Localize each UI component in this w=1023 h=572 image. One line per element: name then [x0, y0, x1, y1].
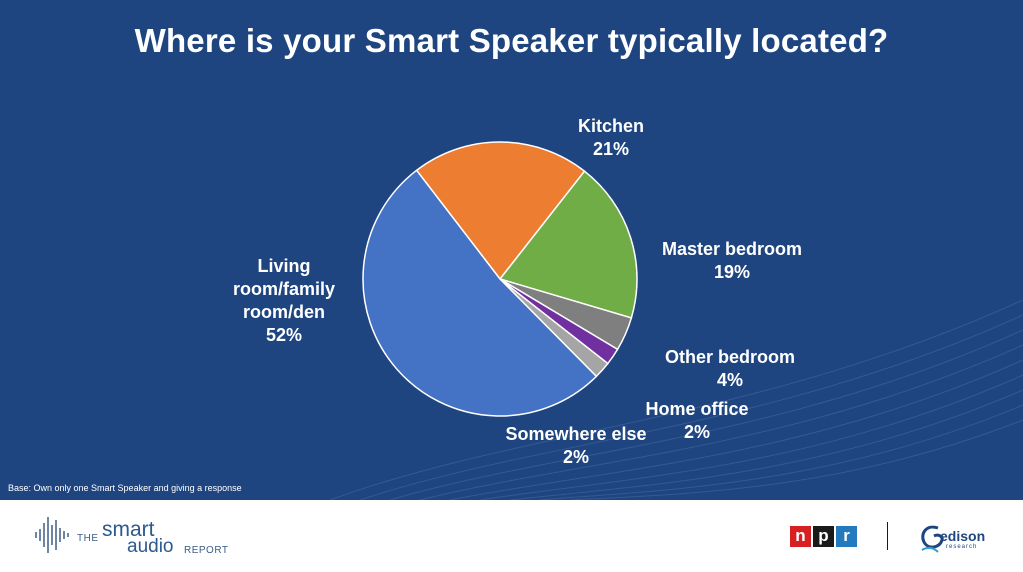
- pie-slice: [362, 169, 598, 417]
- slide: Where is your Smart Speaker typically lo…: [0, 0, 1023, 500]
- logo-divider: [887, 522, 888, 550]
- slice-label: Master bedroom 19%: [662, 239, 802, 282]
- npr-logo: n p r: [790, 526, 857, 547]
- npr-p: p: [813, 526, 834, 547]
- pie-slice: [498, 170, 638, 319]
- soundwave-icon: [35, 517, 69, 553]
- slice-name: Home office: [645, 399, 748, 419]
- slice-label: Kitchen 21%: [578, 116, 644, 159]
- slice-name: Somewhere else: [505, 424, 646, 444]
- slice-name: Other bedroom: [665, 347, 795, 367]
- npr-r: r: [836, 526, 857, 547]
- edison-research-logo: edison research: [918, 518, 998, 558]
- decorative-waves: [329, 299, 1023, 500]
- slice-label: Other bedroom 4%: [665, 347, 795, 390]
- slice-percent: 19%: [714, 262, 750, 282]
- logo-audio: audio: [127, 536, 174, 557]
- chart-title: Where is your Smart Speaker typically lo…: [134, 22, 889, 59]
- slice-percent: 52%: [266, 325, 302, 345]
- slice-percent: 2%: [563, 447, 589, 467]
- slice-percent: 21%: [593, 139, 629, 159]
- logo-the: THE: [77, 533, 99, 544]
- pie-slice: [415, 141, 586, 281]
- npr-n: n: [790, 526, 811, 547]
- slice-name: Kitchen: [578, 116, 644, 136]
- edison-sub: research: [946, 544, 978, 550]
- slice-label: Home office 2%: [645, 399, 748, 442]
- edison-name: edison: [940, 528, 986, 544]
- pie-chart: Kitchen 21% Master bedroom 19% Other bedroom…: [233, 116, 802, 467]
- edison-swirl-icon: [921, 525, 944, 553]
- slice-label: Living room/family room/den 52%: [233, 256, 335, 345]
- slice-name: Living: [258, 256, 311, 276]
- slice-name: room/family: [233, 279, 335, 299]
- slice-name: Master bedroom: [662, 239, 802, 259]
- logo-report: REPORT: [184, 545, 229, 556]
- logo-smart: smart: [102, 518, 155, 541]
- slice-label: Somewhere else 2%: [505, 424, 646, 467]
- slice-percent: 4%: [717, 370, 743, 390]
- slice-percent: 2%: [684, 422, 710, 442]
- base-note: Base: Own only one Smart Speaker and giv…: [8, 483, 242, 493]
- slice-name: room/den: [243, 302, 325, 322]
- smart-audio-report-logo: THE smart audio REPORT: [34, 513, 234, 563]
